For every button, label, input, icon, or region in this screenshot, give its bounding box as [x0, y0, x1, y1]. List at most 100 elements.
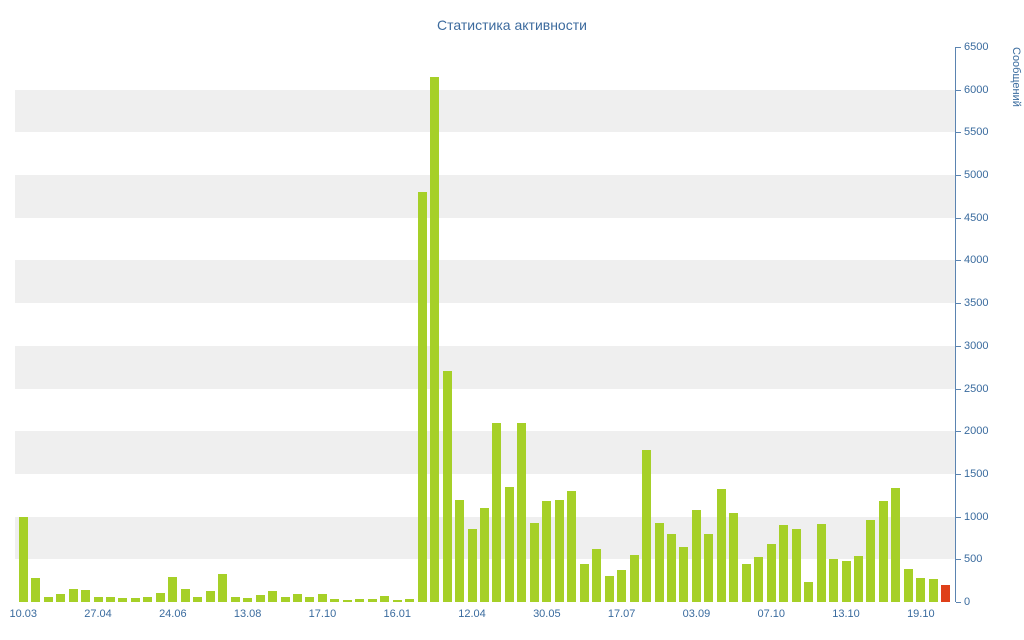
bar: [317, 594, 327, 602]
x-tick-label: 24.06: [159, 608, 187, 620]
bar: [355, 598, 365, 602]
bar: [741, 563, 751, 602]
bar: [417, 192, 427, 602]
bar: [405, 599, 415, 602]
y-tick: [956, 303, 961, 305]
bar: [218, 573, 228, 602]
bar: [766, 543, 776, 602]
x-tick-label: 17.07: [607, 608, 636, 620]
bar: [367, 599, 377, 602]
bar: [804, 581, 814, 602]
x-tick-label: 03.09: [682, 608, 711, 620]
bar: [704, 533, 714, 602]
bar: [243, 597, 253, 602]
bar: [916, 578, 926, 602]
y-tick-label: 0: [964, 596, 971, 608]
bar: [18, 516, 28, 602]
grid-band: [15, 260, 955, 304]
y-tick-label: 4000: [964, 254, 989, 267]
bar: [430, 76, 440, 602]
y-tick: [956, 345, 961, 347]
y-axis-title: Сообщений: [1010, 47, 1022, 107]
y-tick-label: 3500: [964, 297, 989, 310]
y-tick: [956, 132, 961, 134]
bar: [878, 501, 888, 602]
bar: [754, 556, 764, 602]
grid-band: [15, 345, 955, 389]
bar: [667, 533, 676, 602]
bar: [180, 589, 190, 602]
y-tick-label: 5000: [964, 169, 989, 182]
bar: [679, 546, 689, 602]
bar: [455, 499, 465, 602]
y-tick-label: 3000: [964, 339, 989, 352]
bar: [442, 371, 452, 602]
bar: [168, 577, 178, 602]
y-tick: [956, 602, 961, 603]
bar: [230, 596, 240, 602]
bar: [567, 491, 577, 602]
x-tick-label: 27.04: [84, 608, 112, 620]
x-tick-label: 30.05: [533, 608, 561, 620]
grid-band: [15, 175, 955, 218]
bar: [716, 489, 726, 602]
bar-current-period: [941, 584, 951, 602]
bar: [342, 600, 352, 602]
bar: [891, 487, 901, 602]
bar: [517, 422, 527, 602]
bar: [654, 522, 664, 602]
bar: [118, 597, 128, 602]
x-tick-label: 17.10: [308, 608, 337, 620]
bar: [779, 525, 789, 602]
bar: [268, 590, 278, 602]
bar: [380, 596, 390, 602]
x-tick-label: 13.08: [233, 608, 262, 620]
bar: [816, 524, 826, 602]
bar: [305, 597, 315, 602]
y-tick: [956, 47, 961, 48]
grid-band: [15, 89, 955, 133]
bar: [480, 508, 489, 602]
bar: [68, 589, 78, 602]
bar: [854, 555, 863, 602]
bar: [841, 561, 851, 602]
bar: [829, 559, 839, 602]
bar: [504, 486, 514, 602]
y-tick: [956, 175, 961, 177]
y-tick: [956, 217, 961, 219]
bar: [330, 599, 340, 602]
bar: [579, 563, 589, 602]
x-tick-label: 07.10: [757, 608, 785, 620]
bar: [143, 596, 153, 602]
x-tick-label: 13.10: [832, 608, 860, 620]
bar: [592, 549, 602, 602]
x-tick-label: 19.10: [907, 608, 935, 620]
bar: [642, 450, 652, 602]
bar: [93, 596, 103, 602]
y-tick-label: 2000: [964, 425, 989, 438]
y-tick: [956, 388, 961, 390]
x-tick-label: 12.04: [458, 608, 486, 620]
bar: [542, 501, 552, 602]
bar: [554, 499, 564, 602]
bar: [928, 578, 938, 602]
bar: [604, 575, 614, 602]
bar: [529, 523, 539, 602]
x-tick-label: 10.03: [9, 608, 37, 620]
bar: [56, 594, 66, 602]
bar: [280, 596, 290, 602]
y-tick: [956, 431, 961, 433]
bar: [193, 596, 203, 602]
bar: [155, 593, 165, 602]
y-tick-label: 6000: [964, 83, 989, 96]
bar: [791, 528, 801, 602]
y-tick-label: 5500: [964, 126, 989, 139]
y-tick-label: 500: [964, 553, 983, 566]
bar: [903, 568, 913, 602]
y-tick-label: 1000: [964, 510, 989, 523]
bar: [205, 590, 215, 602]
x-tick-label: 16.01: [383, 608, 411, 620]
bar: [130, 597, 140, 602]
y-tick: [956, 516, 961, 518]
